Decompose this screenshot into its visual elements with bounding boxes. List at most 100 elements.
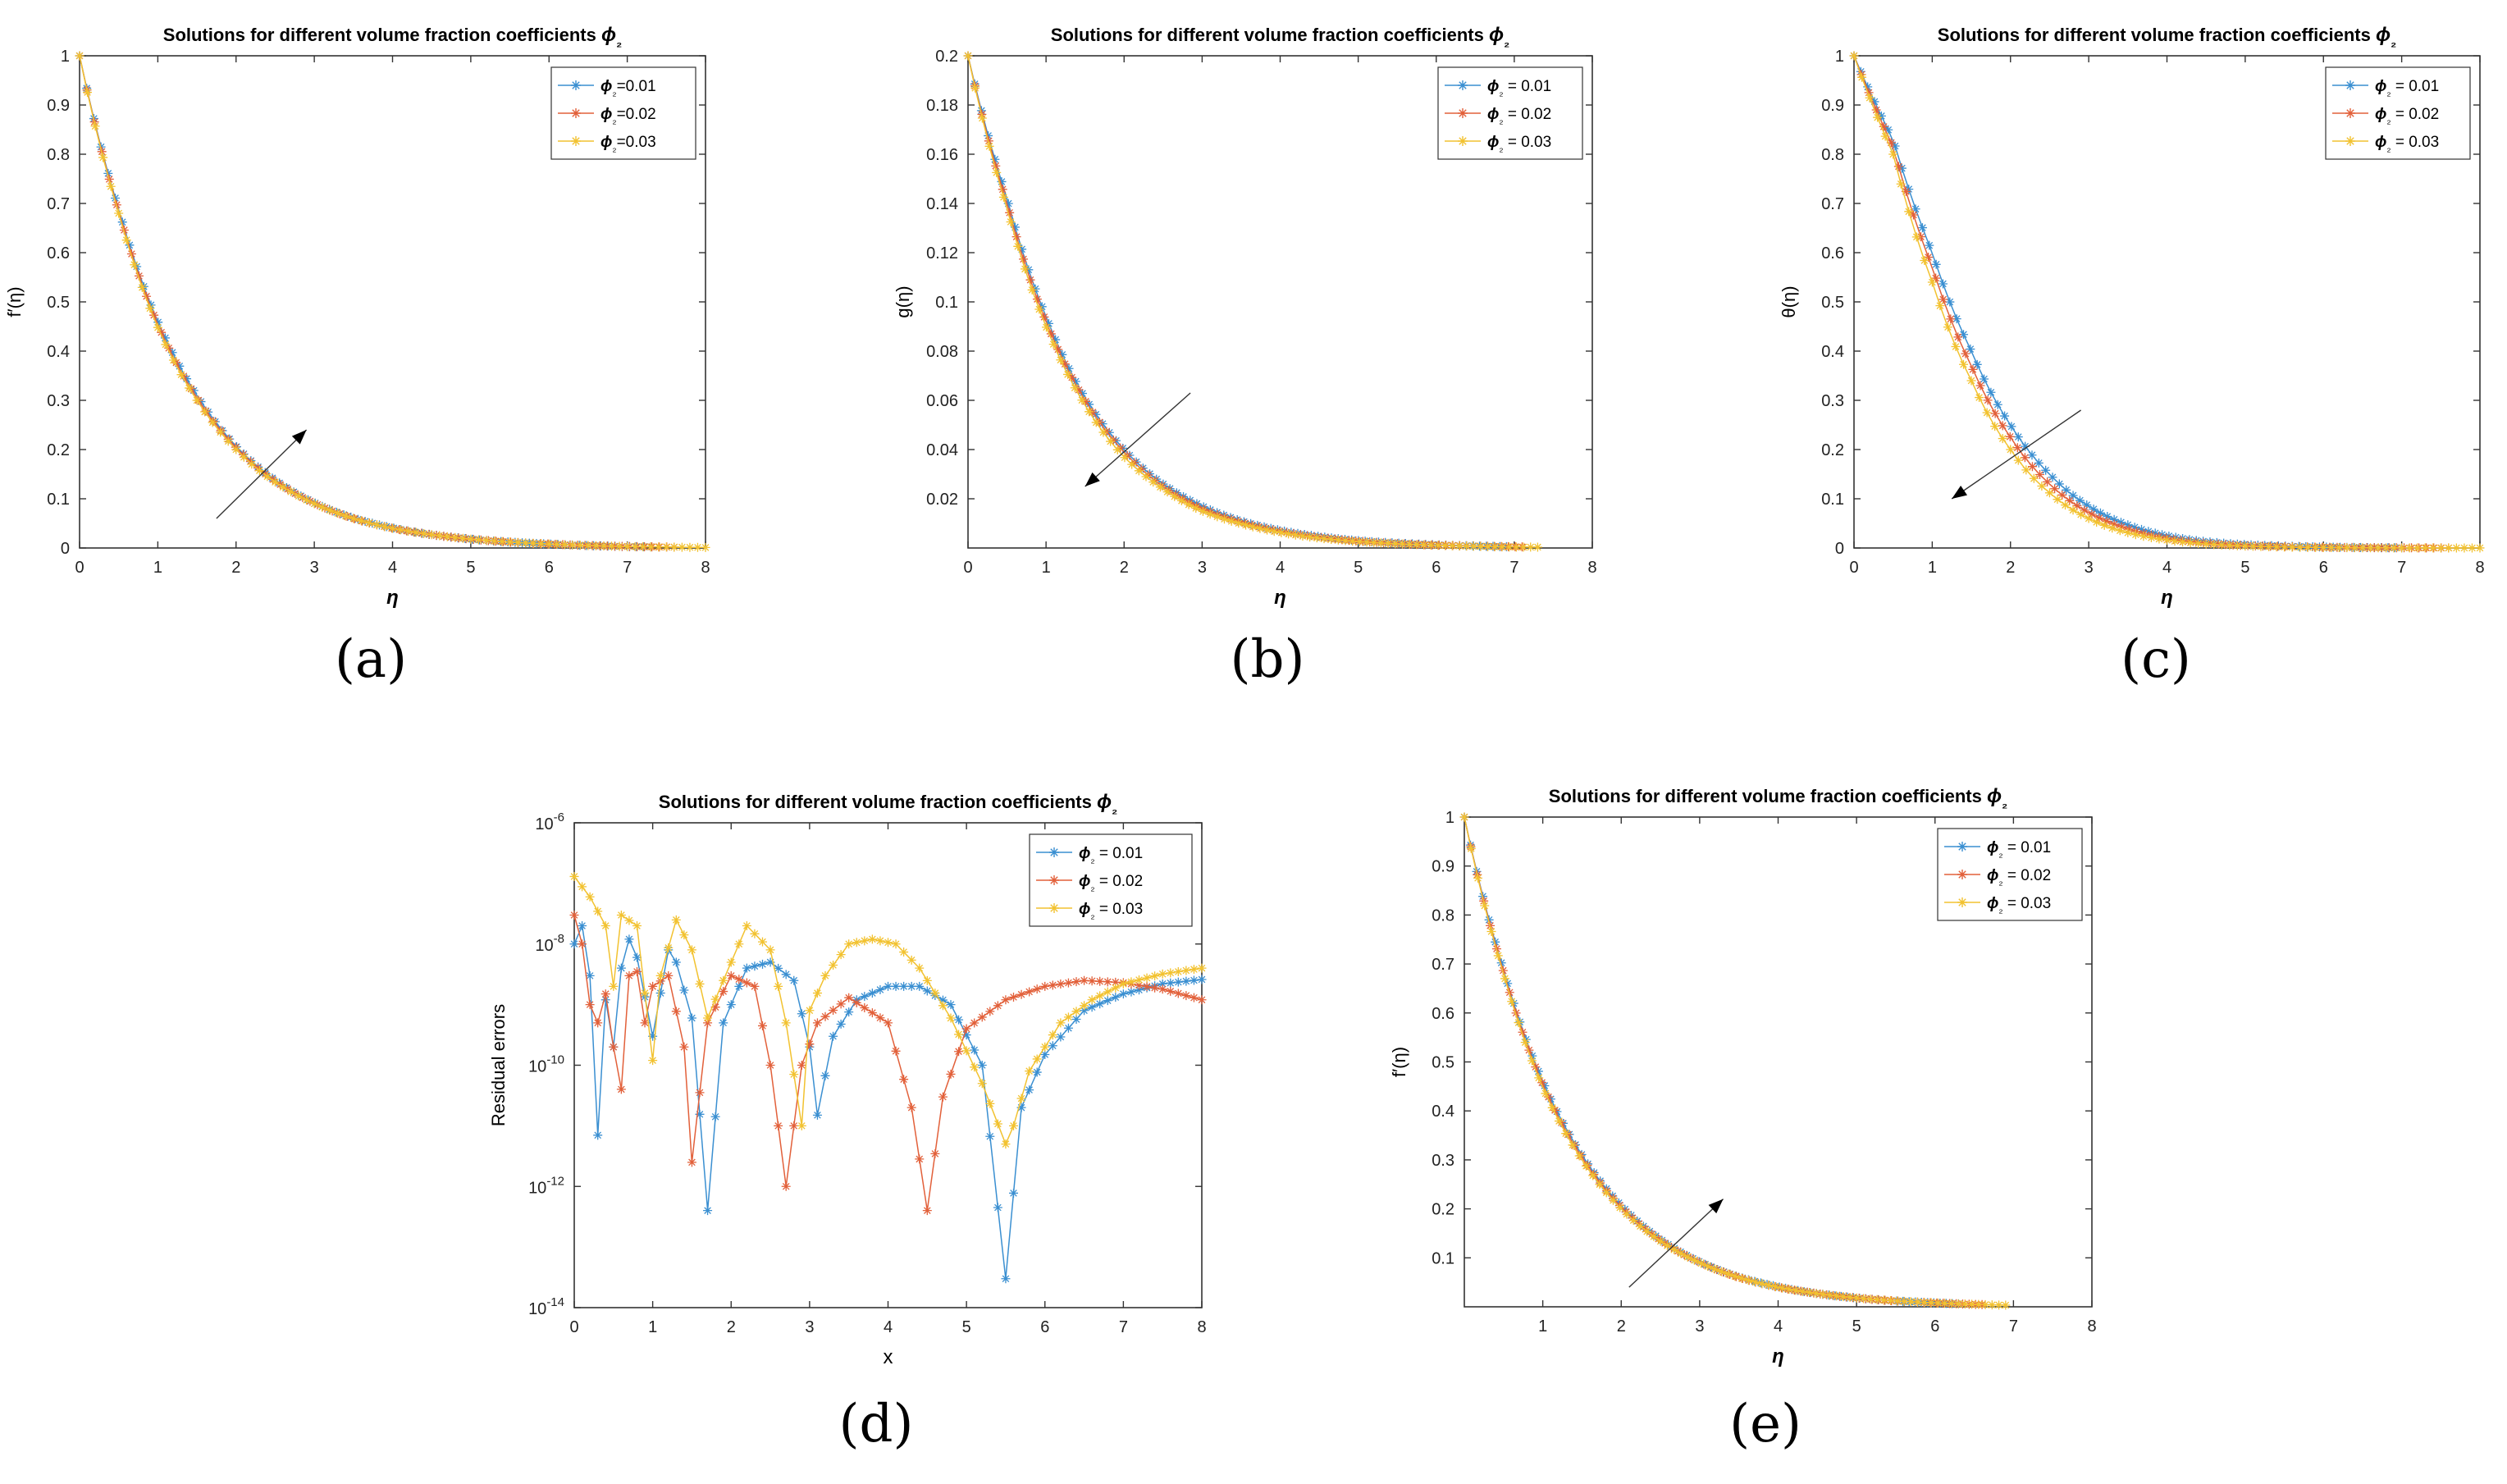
data-point bbox=[2213, 539, 2223, 549]
data-point bbox=[1354, 537, 1364, 546]
data-point bbox=[624, 916, 634, 925]
data-point bbox=[2389, 543, 2399, 553]
data-point bbox=[2006, 445, 2016, 454]
x-tick-label: 3 bbox=[310, 559, 319, 577]
data-point bbox=[1141, 472, 1151, 482]
data-point bbox=[1040, 1042, 1050, 1052]
data-point bbox=[1832, 1291, 1842, 1301]
data-point bbox=[891, 939, 901, 949]
data-point bbox=[380, 522, 390, 532]
data-point bbox=[388, 523, 397, 533]
y-tick-label: 0.3 bbox=[47, 392, 70, 410]
legend-entry: ϕ₂ = 0.03 bbox=[1079, 901, 1143, 921]
data-point bbox=[1998, 434, 2007, 444]
data-point bbox=[1071, 377, 1080, 386]
data-point bbox=[836, 999, 846, 1009]
data-point bbox=[977, 1061, 987, 1070]
data-point bbox=[765, 1061, 775, 1070]
data-point bbox=[1118, 979, 1128, 989]
data-point bbox=[1703, 1262, 1713, 1272]
data-point bbox=[655, 989, 665, 998]
data-point bbox=[1634, 1219, 1644, 1229]
data-point bbox=[915, 981, 925, 991]
data-point bbox=[2080, 505, 2089, 515]
data-point bbox=[1615, 1203, 1625, 1212]
data-point bbox=[489, 537, 499, 546]
data-point bbox=[1173, 966, 1183, 976]
legend-entry: ϕ₂ = 0.03 bbox=[1987, 895, 2051, 916]
data-point bbox=[1255, 523, 1265, 533]
data-point bbox=[1024, 265, 1034, 275]
data-point bbox=[1095, 976, 1105, 986]
data-point bbox=[1189, 965, 1199, 975]
data-point bbox=[2116, 518, 2126, 527]
panel-d: Solutions for different volume fraction … bbox=[488, 791, 1207, 1454]
legend-swatch-marker bbox=[571, 136, 581, 146]
data-point bbox=[1426, 540, 1436, 550]
data-point bbox=[2068, 505, 2078, 515]
data-point bbox=[2095, 508, 2105, 518]
data-point bbox=[1009, 1188, 1018, 1198]
data-point bbox=[1526, 542, 1536, 552]
y-axis-label: g(η) bbox=[893, 285, 913, 317]
data-point bbox=[1063, 369, 1073, 379]
panel-letter: (b) bbox=[1231, 629, 1305, 690]
data-point bbox=[1025, 1066, 1034, 1076]
data-point bbox=[1537, 1078, 1547, 1088]
legend-entry: ϕ₂ = 0.01 bbox=[1079, 845, 1143, 865]
data-point bbox=[1473, 873, 1482, 883]
data-point bbox=[1514, 1018, 1523, 1028]
data-point bbox=[1369, 537, 1379, 547]
data-point bbox=[1085, 400, 1094, 409]
data-point bbox=[687, 945, 696, 955]
data-point bbox=[875, 936, 885, 946]
data-point bbox=[1135, 985, 1144, 995]
data-point bbox=[2253, 540, 2263, 550]
data-point bbox=[1020, 264, 1030, 274]
data-point bbox=[664, 970, 674, 980]
data-point bbox=[990, 154, 1000, 164]
data-point bbox=[1986, 387, 1996, 397]
data-point bbox=[884, 1018, 893, 1028]
data-point bbox=[254, 466, 264, 476]
data-point bbox=[1048, 340, 1058, 349]
data-point bbox=[1034, 304, 1044, 314]
data-point bbox=[1628, 1216, 1638, 1226]
data-point bbox=[1091, 409, 1101, 419]
data-point bbox=[789, 1070, 799, 1080]
y-tick-label: 0.9 bbox=[47, 97, 70, 115]
data-point bbox=[175, 361, 185, 371]
data-point bbox=[552, 540, 562, 550]
data-point bbox=[1447, 541, 1457, 550]
data-point bbox=[852, 938, 861, 947]
data-point bbox=[1077, 395, 1087, 405]
y-tick-label: 0.3 bbox=[1821, 392, 1844, 410]
data-point bbox=[325, 505, 335, 515]
data-point bbox=[954, 1030, 964, 1039]
data-point bbox=[442, 532, 452, 541]
data-point bbox=[938, 995, 948, 1005]
data-point bbox=[1797, 1286, 1807, 1296]
x-axis-label: η bbox=[386, 587, 399, 609]
trend-arrow-head bbox=[1708, 1199, 1724, 1214]
data-point bbox=[2191, 537, 2201, 547]
data-point bbox=[2061, 500, 2071, 510]
data-point bbox=[2123, 520, 2133, 530]
data-point bbox=[1173, 989, 1183, 998]
data-point bbox=[149, 310, 159, 320]
data-point bbox=[758, 959, 767, 969]
data-point bbox=[2459, 543, 2469, 553]
data-point bbox=[1063, 978, 1073, 988]
data-point bbox=[1561, 1129, 1571, 1139]
data-point bbox=[1947, 1299, 1957, 1308]
data-point bbox=[1608, 1191, 1618, 1201]
data-point bbox=[1620, 1204, 1630, 1214]
data-point bbox=[1111, 977, 1121, 987]
data-point bbox=[1541, 1089, 1550, 1098]
data-point bbox=[2451, 543, 2461, 553]
data-point bbox=[1884, 125, 1893, 135]
data-point bbox=[1462, 541, 1472, 551]
data-point bbox=[860, 992, 870, 1002]
data-point bbox=[569, 939, 579, 949]
x-tick-label: 2 bbox=[1617, 1317, 1626, 1336]
